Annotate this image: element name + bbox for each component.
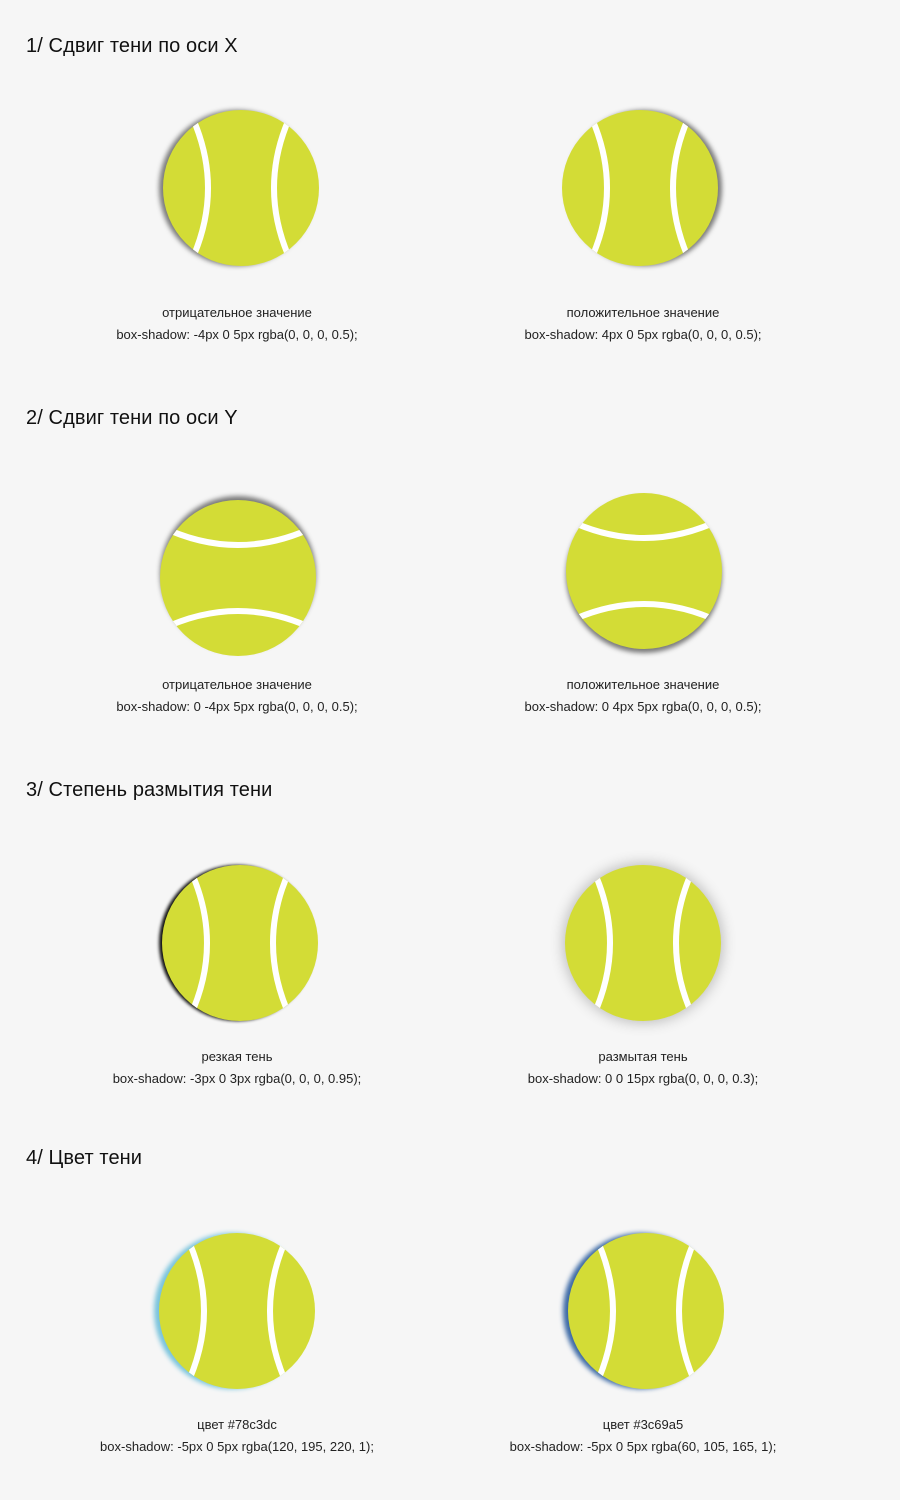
example-code: box-shadow: 4px 0 5px rgba(0, 0, 0, 0.5)…	[524, 327, 762, 342]
example-caption: положительное значение box-shadow: 0 4px…	[443, 674, 843, 718]
tennis-ball-example	[160, 500, 316, 656]
section-title: 4/ Цвет тени	[26, 1147, 143, 1169]
example-label: положительное значение	[566, 677, 720, 692]
example-code: box-shadow: 0 4px 5px rgba(0, 0, 0, 0.5)…	[524, 699, 762, 714]
tennis-ball-seams-vertical	[587, 865, 699, 1021]
example-caption: цвет #78c3dc box-shadow: -5px 0 5px rgba…	[37, 1414, 437, 1458]
tennis-ball-example	[566, 493, 722, 649]
section-title: 2/ Сдвиг тени по оси Y	[26, 407, 238, 429]
example-label: размытая тень	[598, 1049, 688, 1064]
tennis-ball-seams-vertical	[584, 110, 696, 266]
tennis-ball-seams-vertical	[184, 865, 296, 1021]
tennis-ball-seams-vertical	[181, 1233, 293, 1389]
example-code: box-shadow: -5px 0 5px rgba(60, 105, 165…	[509, 1439, 777, 1454]
tennis-ball-seams-vertical	[185, 110, 297, 266]
tennis-ball-example	[565, 865, 721, 1021]
example-code: box-shadow: 0 -4px 5px rgba(0, 0, 0, 0.5…	[116, 699, 358, 714]
tennis-ball-example	[162, 865, 318, 1021]
example-label: отрицательное значение	[162, 305, 312, 320]
tennis-ball-seams-horizontal	[160, 522, 316, 634]
example-label: отрицательное значение	[162, 677, 312, 692]
example-label: положительное значение	[566, 305, 720, 320]
tennis-ball-example	[568, 1233, 724, 1389]
example-caption: отрицательное значение box-shadow: 0 -4p…	[37, 674, 437, 718]
tennis-ball-example	[159, 1233, 315, 1389]
example-label: резкая тень	[201, 1049, 273, 1064]
example-code: box-shadow: -4px 0 5px rgba(0, 0, 0, 0.5…	[116, 327, 358, 342]
section-title: 3/ Степень размытия тени	[26, 779, 273, 801]
example-caption: размытая тень box-shadow: 0 0 15px rgba(…	[443, 1046, 843, 1090]
example-label: цвет #78c3dc	[197, 1417, 277, 1432]
tennis-ball-seams-horizontal	[566, 515, 722, 627]
example-code: box-shadow: -3px 0 3px rgba(0, 0, 0, 0.9…	[112, 1071, 362, 1086]
example-caption: отрицательное значение box-shadow: -4px …	[37, 302, 437, 346]
example-label: цвет #3c69a5	[602, 1417, 684, 1432]
tennis-ball-seams-vertical	[590, 1233, 702, 1389]
section-title: 1/ Сдвиг тени по оси X	[26, 35, 238, 57]
tennis-ball-example	[562, 110, 718, 266]
example-code: box-shadow: -5px 0 5px rgba(120, 195, 22…	[100, 1439, 374, 1454]
example-caption: положительное значение box-shadow: 4px 0…	[443, 302, 843, 346]
example-code: box-shadow: 0 0 15px rgba(0, 0, 0, 0.3);	[527, 1071, 759, 1086]
example-caption: резкая тень box-shadow: -3px 0 3px rgba(…	[37, 1046, 437, 1090]
tennis-ball-example	[163, 110, 319, 266]
example-caption: цвет #3c69a5 box-shadow: -5px 0 5px rgba…	[443, 1414, 843, 1458]
